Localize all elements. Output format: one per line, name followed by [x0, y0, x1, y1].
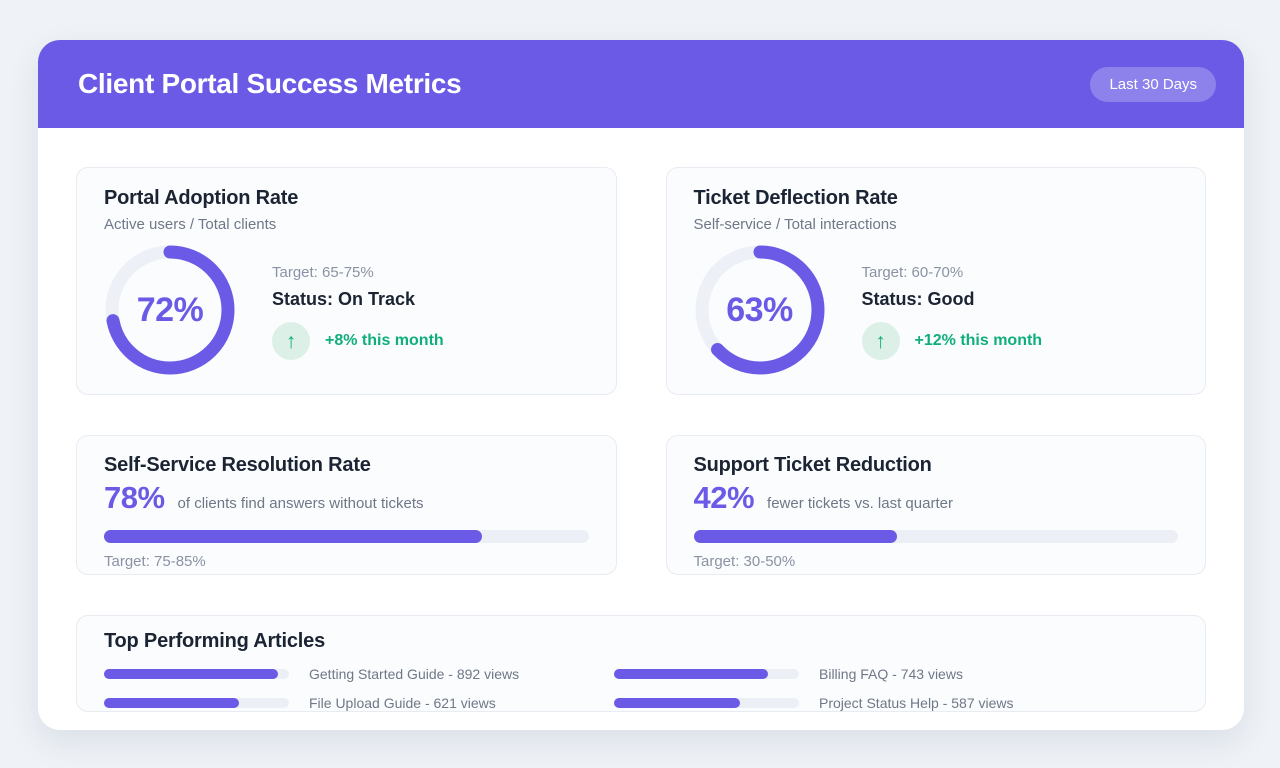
metric-value: 78% — [104, 480, 165, 515]
gauge-value-label: 72% — [136, 290, 204, 329]
article-label: Getting Started Guide - 892 views — [309, 666, 520, 682]
target-text: Target: 60-70% — [861, 264, 964, 281]
trend-text: +8% this month — [325, 332, 444, 349]
bar-value-row: 78% of clients find answers without tick… — [104, 480, 589, 516]
donut-ring-svg — [695, 245, 824, 375]
status-text: Status: Good — [861, 289, 975, 309]
trend-row: ↑ +12% this month — [861, 322, 1043, 360]
card-ticket-deflection-rate: Ticket Deflection Rate Self-service / To… — [665, 167, 1206, 395]
article-bar-fill — [104, 698, 240, 708]
trend-circle: ↑ — [861, 322, 900, 360]
article-bar — [614, 698, 799, 708]
ring-fill — [695, 245, 824, 375]
arrow-up-icon: ↑ — [875, 329, 886, 353]
card-subtitle: Self-service / Total interactions — [693, 216, 897, 233]
ring-fill — [105, 245, 235, 375]
card-title: Support Ticket Reduction — [693, 454, 932, 476]
card-subtitle: Active users / Total clients — [104, 216, 277, 233]
period-filter-button[interactable]: Last 30 Days — [1090, 66, 1216, 102]
dashboard-content: Portal Adoption Rate Active users / Tota… — [38, 128, 1244, 712]
article-bar — [614, 669, 799, 679]
gauge-info: Target: 60-70% Status: Good ↑ +12% this … — [861, 260, 1043, 360]
card-title: Ticket Deflection Rate — [693, 187, 898, 209]
donut-gauge: 72% — [104, 244, 236, 376]
status-text: Status: On Track — [272, 289, 416, 309]
article-label: Billing FAQ - 743 views — [819, 666, 963, 682]
dashboard-panel: Client Portal Success Metrics Last 30 Da… — [38, 40, 1244, 730]
gauge-body: 63% Target: 60-70% Status: Good ↑ +12% t… — [694, 244, 1179, 376]
progress-bar — [104, 530, 589, 543]
bar-value-row: 42% fewer tickets vs. last quarter — [694, 480, 1179, 516]
card-title: Self-Service Resolution Rate — [104, 454, 371, 476]
article-label: File Upload Guide - 621 views — [309, 695, 496, 711]
card-self-service-resolution: Self-Service Resolution Rate 78% of clie… — [76, 435, 617, 575]
gauge-card-row: Portal Adoption Rate Active users / Tota… — [76, 167, 1206, 395]
arrow-up-icon: ↑ — [285, 329, 297, 353]
card-portal-adoption-rate: Portal Adoption Rate Active users / Tota… — [76, 167, 617, 395]
article-bar-fill — [104, 669, 278, 679]
donut-ring-svg — [105, 245, 235, 375]
card-title: Top Performing Articles — [104, 630, 325, 652]
card-support-ticket-reduction: Support Ticket Reduction 42% fewer ticke… — [665, 435, 1206, 575]
article-row: Billing FAQ - 743 views — [614, 666, 1178, 682]
progress-fill — [693, 530, 897, 543]
articles-grid: Getting Started Guide - 892 views Billin… — [104, 666, 1178, 711]
gauge-body: 72% Target: 65-75% Status: On Track ↑ +8… — [104, 244, 589, 376]
dashboard-header: Client Portal Success Metrics Last 30 Da… — [38, 40, 1244, 128]
article-bar — [104, 669, 289, 679]
metric-description: fewer tickets vs. last quarter — [767, 495, 953, 512]
trend-row: ↑ +8% this month — [272, 322, 444, 360]
page-title: Client Portal Success Metrics — [78, 68, 462, 99]
target-text: Target: 65-75% — [272, 264, 374, 281]
trend-circle: ↑ — [272, 322, 310, 360]
card-top-performing-articles: Top Performing Articles Getting Started … — [76, 615, 1206, 712]
progress-bar — [693, 530, 1178, 543]
article-bar-fill — [614, 669, 768, 679]
article-row: File Upload Guide - 621 views — [104, 695, 614, 711]
article-bar — [104, 698, 289, 708]
target-text: Target: 75-85% — [104, 553, 206, 570]
article-row: Getting Started Guide - 892 views — [104, 666, 614, 682]
article-row: Project Status Help - 587 views — [614, 695, 1178, 711]
gauge-value-label: 63% — [726, 290, 793, 329]
metric-value: 42% — [693, 480, 755, 515]
bar-card-row: Self-Service Resolution Rate 78% of clie… — [76, 435, 1206, 575]
article-bar-fill — [614, 698, 740, 708]
trend-text: +12% this month — [914, 332, 1043, 349]
card-title: Portal Adoption Rate — [104, 187, 299, 209]
target-text: Target: 30-50% — [693, 553, 796, 570]
gauge-info: Target: 65-75% Status: On Track ↑ +8% th… — [272, 260, 444, 360]
article-label: Project Status Help - 587 views — [819, 695, 1014, 711]
progress-fill — [104, 530, 482, 543]
metric-description: of clients find answers without tickets — [177, 495, 424, 512]
donut-gauge: 63% — [694, 244, 826, 376]
